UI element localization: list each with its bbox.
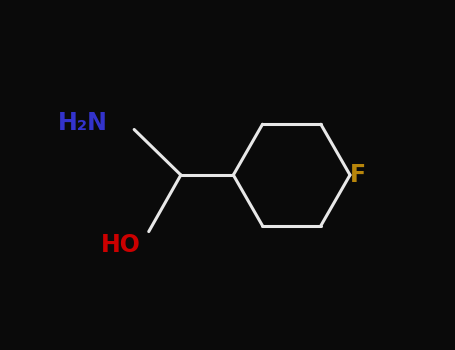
Text: HO: HO bbox=[101, 233, 141, 257]
Text: H₂N: H₂N bbox=[58, 111, 108, 134]
Text: F: F bbox=[350, 163, 366, 187]
